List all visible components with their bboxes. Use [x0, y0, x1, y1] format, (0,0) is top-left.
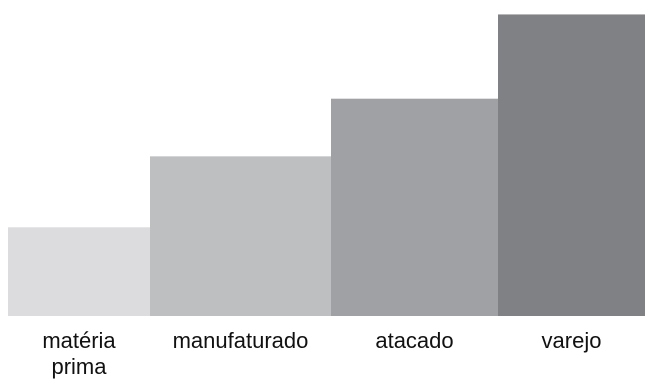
category-label-0-line-0: matéria — [42, 328, 116, 353]
bar-2 — [331, 98, 498, 317]
category-label-0-line-1: prima — [51, 354, 107, 379]
category-label-2: atacado — [375, 328, 453, 353]
bars-group — [8, 14, 645, 317]
category-label-1: manufaturado — [173, 328, 309, 353]
bar-3 — [498, 14, 645, 316]
bar-1 — [150, 156, 331, 316]
bar-0 — [8, 227, 150, 316]
category-label-3: varejo — [542, 328, 602, 353]
